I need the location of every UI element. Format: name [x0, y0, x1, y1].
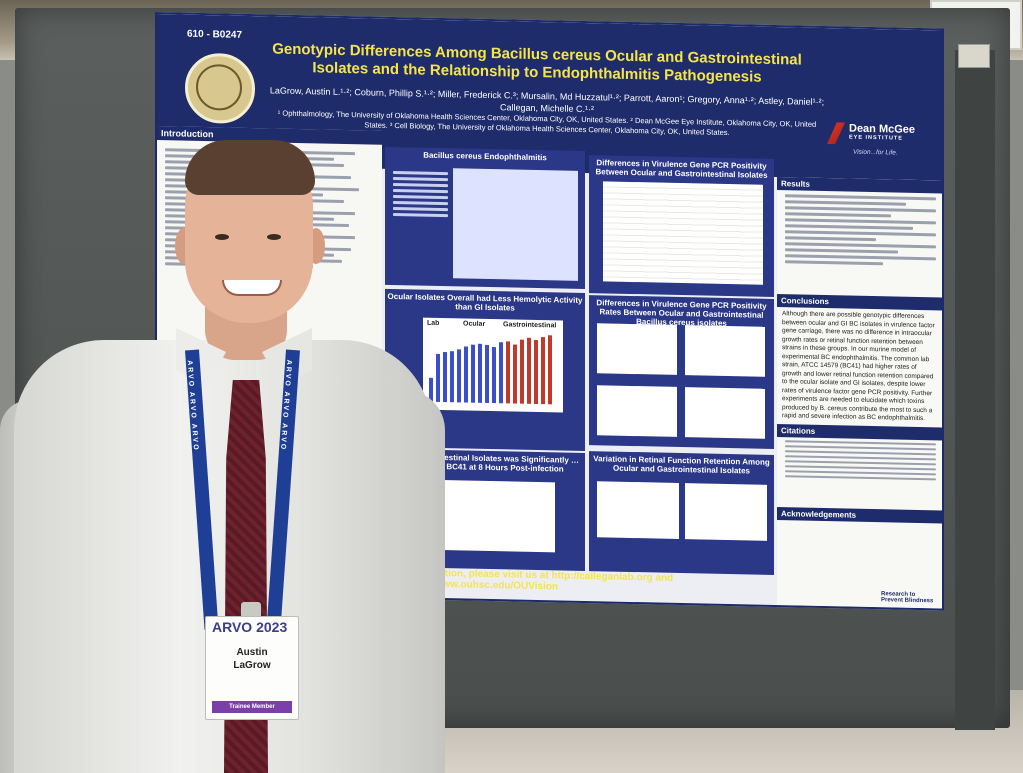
logo-subtitle: EYE INSTITUTE — [849, 134, 903, 142]
hemolysis-bar — [478, 343, 482, 403]
hemolysis-bar — [506, 340, 510, 404]
erg-chart-b — [685, 483, 767, 541]
logo-mark-icon — [827, 122, 845, 144]
hemolysis-bar — [541, 336, 545, 405]
virulence-gene-table — [453, 168, 578, 281]
badge-event: ARVO 2023 — [212, 619, 288, 635]
board-clip — [958, 44, 990, 68]
hemolysis-bar — [471, 345, 475, 403]
hemolysis-bar — [499, 342, 503, 404]
badge-role: Trainee Member — [212, 701, 292, 713]
gi-rate-chart — [685, 325, 765, 377]
badge-last-name: LaGrow — [233, 660, 271, 671]
hemolysis-bar — [534, 339, 538, 405]
hemolysis-bar — [485, 345, 489, 403]
ocular-rate-chart — [597, 323, 677, 375]
smile — [222, 280, 282, 296]
hair — [185, 140, 315, 195]
badge-clip — [241, 602, 261, 620]
dean-mcgee-logo: Dean McGee EYE INSTITUTE Vision...for Li… — [827, 118, 932, 162]
name-badge: ARVO 2023 Austin LaGrow Trainee Member — [205, 616, 299, 720]
right-eye — [267, 234, 281, 240]
hemolysis-bar — [513, 344, 517, 404]
virulence-panel: Differences in Virulence Gene PCR Positi… — [589, 155, 774, 297]
hemolysis-bar — [492, 347, 496, 404]
hemolysis-bar — [527, 338, 531, 404]
left-eye — [215, 234, 229, 240]
rates-panel: Differences in Virulence Gene PCR Positi… — [589, 295, 774, 449]
retinal-heading: Variation in Retinal Function Retention … — [593, 454, 770, 476]
hemolysis-bar — [548, 335, 552, 405]
erg-chart-a — [597, 481, 679, 539]
retinal-panel: Variation in Retinal Function Retention … — [589, 451, 774, 575]
university-seal-icon — [185, 52, 255, 125]
logo-tagline: Vision...for Life. — [853, 148, 898, 157]
cumulative-rate-chart — [685, 387, 765, 439]
presenter: ARVO ARVO ARVO ARVO ARVO ARVO ARVO 2023 … — [0, 140, 470, 773]
board-edge — [955, 50, 995, 730]
hemolysis-bar — [520, 339, 524, 404]
lab-rate-chart — [597, 385, 677, 437]
poster-code: 610 - B0247 — [187, 28, 243, 41]
results-column: Results Conclusions Although there are p… — [777, 177, 942, 609]
pcr-table-image — [603, 181, 763, 285]
badge-first-name: Austin — [236, 647, 268, 658]
virulence-heading: Differences in Virulence Gene PCR Positi… — [595, 158, 768, 180]
rpb-logo: Research to Prevent Blindness — [881, 591, 934, 605]
conclusions-text: Although there are possible genotypic di… — [782, 310, 935, 423]
legend-gi: Gastrointestinal — [503, 321, 557, 330]
